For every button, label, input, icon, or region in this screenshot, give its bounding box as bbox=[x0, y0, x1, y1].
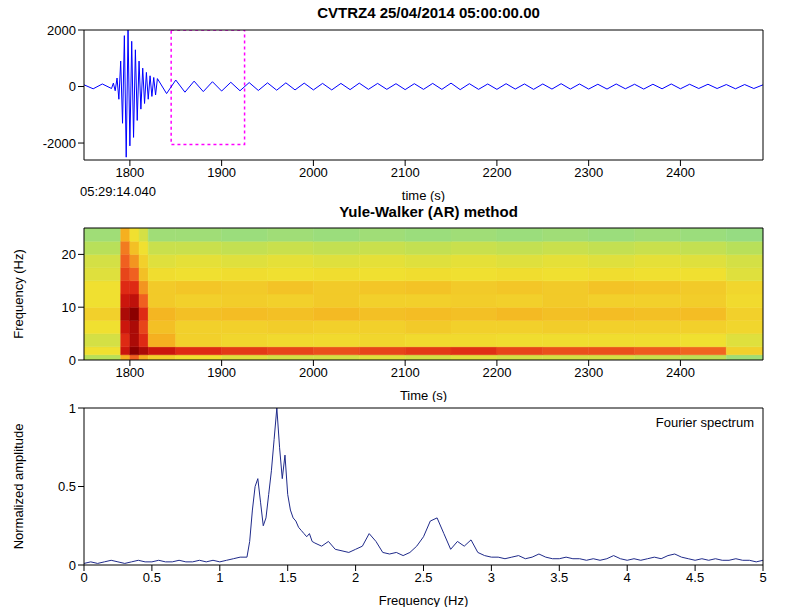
svg-text:Frequency (Hz): Frequency (Hz) bbox=[11, 249, 26, 339]
svg-text:1800: 1800 bbox=[115, 165, 144, 180]
svg-text:2000: 2000 bbox=[47, 24, 76, 38]
svg-text:1900: 1900 bbox=[207, 165, 236, 180]
svg-text:0: 0 bbox=[69, 353, 76, 368]
svg-text:2100: 2100 bbox=[391, 165, 420, 180]
svg-text:1: 1 bbox=[216, 570, 223, 585]
html-text:CVTRZ4 25/04/2014 05:00:00.00: CVTRZ4 25/04/2014 05:00:00.00 bbox=[317, 4, 540, 21]
svg-text:2100: 2100 bbox=[391, 365, 420, 380]
svg-text:1800: 1800 bbox=[115, 365, 144, 380]
svg-text:5: 5 bbox=[759, 570, 766, 585]
svg-text:2300: 2300 bbox=[574, 365, 603, 380]
svg-text:20: 20 bbox=[62, 247, 76, 262]
svg-text:2200: 2200 bbox=[482, 165, 511, 180]
svg-text:2200: 2200 bbox=[482, 365, 511, 380]
svg-text:0.5: 0.5 bbox=[58, 479, 76, 494]
svg-text:10: 10 bbox=[62, 300, 76, 315]
svg-text:4: 4 bbox=[624, 570, 631, 585]
svg-text:-2000: -2000 bbox=[43, 136, 76, 151]
svg-text:3: 3 bbox=[488, 570, 495, 585]
html-text:05:29:14.040: 05:29:14.040 bbox=[80, 184, 156, 199]
svg-text:Frequency (Hz): Frequency (Hz) bbox=[379, 593, 469, 607]
svg-text:0.5: 0.5 bbox=[143, 570, 161, 585]
svg-text:0: 0 bbox=[69, 558, 76, 573]
svg-text:2400: 2400 bbox=[666, 365, 695, 380]
svg-text:2400: 2400 bbox=[666, 165, 695, 180]
svg-text:Normalized amplitude: Normalized amplitude bbox=[11, 424, 26, 550]
html-text:Fourier spectrum: Fourier spectrum bbox=[655, 415, 754, 430]
svg-text:2000: 2000 bbox=[299, 365, 328, 380]
svg-text:3.5: 3.5 bbox=[550, 570, 568, 585]
svg-text:0: 0 bbox=[80, 570, 87, 585]
svg-text:1900: 1900 bbox=[207, 365, 236, 380]
svg-text:2300: 2300 bbox=[574, 165, 603, 180]
svg-text:time (s): time (s) bbox=[402, 188, 445, 202]
svg-text:Time (s): Time (s) bbox=[400, 388, 447, 402]
svg-text:2.5: 2.5 bbox=[414, 570, 432, 585]
svg-text:0: 0 bbox=[69, 79, 76, 94]
svg-text:2: 2 bbox=[352, 570, 359, 585]
svg-text:4.5: 4.5 bbox=[686, 570, 704, 585]
html-text:Yule-Walker (AR) method: Yule-Walker (AR) method bbox=[339, 203, 518, 220]
svg-text:1: 1 bbox=[69, 402, 76, 416]
svg-text:2000: 2000 bbox=[299, 165, 328, 180]
svg-text:1.5: 1.5 bbox=[279, 570, 297, 585]
